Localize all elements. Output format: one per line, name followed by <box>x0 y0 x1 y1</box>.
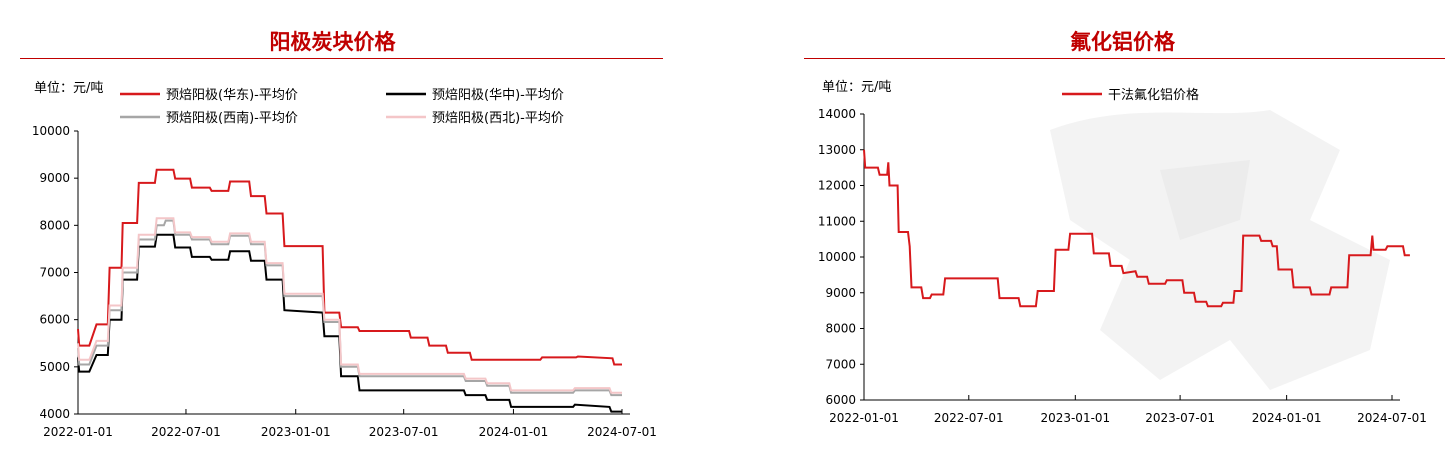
x-tick-label: 2023-07-01 <box>369 425 439 439</box>
x-tick-label: 2024-01-01 <box>479 425 549 439</box>
x-tick-label: 2024-01-01 <box>1252 411 1322 425</box>
y-tick-label: 9000 <box>825 286 856 300</box>
x-tick-label: 2023-01-01 <box>1040 411 1110 425</box>
y-tick-label: 12000 <box>818 179 856 193</box>
x-tick-label: 2024-07-01 <box>587 425 657 439</box>
y-tick-label: 7000 <box>39 266 70 280</box>
legend-label: 预焙阳极(华中)-平均价 <box>432 88 564 103</box>
anode-price-chart: 4000 5000 6000 7000 8000 9000 10000 2022-01-01 2… <box>32 88 657 439</box>
x-tick-label: 2024-07-01 <box>1357 411 1427 425</box>
series-line-0 <box>863 149 1410 308</box>
y-tick-label: 7000 <box>825 357 856 371</box>
title-rule <box>20 58 663 59</box>
legend-label: 预焙阳极(西北)-平均价 <box>432 111 564 126</box>
unit-label: 单位：元/吨 <box>822 80 892 95</box>
series-line-3 <box>77 217 622 394</box>
aluminum-fluoride-panel: 氟化铝价格 单位：元/吨 6000 7000 8000 9000 10000 11000 1… <box>800 0 1445 460</box>
series-line-0 <box>77 168 622 366</box>
legend-label: 干法氟化铝价格 <box>1108 87 1199 103</box>
x-tick-label: 2022-01-01 <box>43 425 113 439</box>
x-tick-label: 2023-01-01 <box>261 425 331 439</box>
y-tick-label: 8000 <box>39 218 70 232</box>
y-tick-label: 5000 <box>39 360 70 374</box>
y-tick-label: 4000 <box>39 407 70 421</box>
y-tick-label: 11000 <box>818 214 856 228</box>
legend-label: 预焙阳极(西南)-平均价 <box>166 110 298 126</box>
y-tick-label: 10000 <box>818 250 856 264</box>
chart-title: 阳极炭块价格 <box>269 30 396 54</box>
chart-title: 氟化铝价格 <box>1070 30 1175 54</box>
y-tick-label: 10000 <box>32 124 70 138</box>
series-line-2 <box>77 219 622 397</box>
y-tick-label: 6000 <box>39 313 70 327</box>
anode-price-panel: 阳极炭块价格 单位：元/吨 4000 5000 6000 7000 8000 9000 10… <box>0 0 665 460</box>
x-tick-label: 2022-07-01 <box>151 425 221 439</box>
background-watermark <box>1050 110 1390 390</box>
y-tick-label: 9000 <box>39 171 70 185</box>
y-tick-label: 13000 <box>818 143 856 157</box>
series-line-1 <box>77 233 622 413</box>
x-tick-label: 2022-07-01 <box>934 411 1004 425</box>
y-tick-label: 14000 <box>818 107 856 121</box>
unit-label: 单位：元/吨 <box>34 81 104 96</box>
x-tick-label: 2023-07-01 <box>1145 411 1215 425</box>
title-rule <box>804 58 1445 59</box>
legend-label: 预焙阳极(华东)-平均价 <box>166 88 298 103</box>
aluminum-fluoride-chart: 6000 7000 8000 9000 10000 11000 12000 13000 1400… <box>818 87 1427 425</box>
x-tick-label: 2022-01-01 <box>829 411 899 425</box>
y-tick-label: 8000 <box>825 322 856 336</box>
y-tick-label: 6000 <box>825 393 856 407</box>
